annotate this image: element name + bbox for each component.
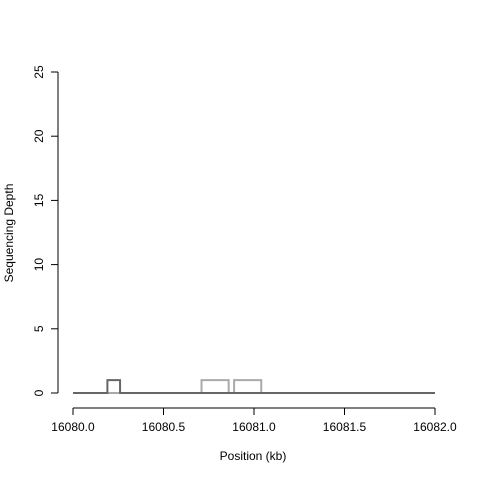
y-tick-label: 5 xyxy=(32,325,46,332)
x-tick-label: 16081.5 xyxy=(323,420,367,434)
x-axis-label: Position (kb) xyxy=(220,449,287,463)
y-tick-label: 10 xyxy=(32,258,46,272)
x-tick-label: 16080.0 xyxy=(51,420,95,434)
y-tick-label: 25 xyxy=(32,65,46,79)
depth-line xyxy=(73,379,435,394)
y-tick-label: 15 xyxy=(32,193,46,207)
y-tick-label: 20 xyxy=(32,129,46,143)
x-tick-label: 16081.0 xyxy=(232,420,276,434)
y-tick-label: 0 xyxy=(32,389,46,396)
y-axis-label: Sequencing Depth xyxy=(2,184,16,283)
depth-line xyxy=(73,379,435,394)
x-tick-label: 16080.5 xyxy=(142,420,186,434)
x-tick-label: 16082.0 xyxy=(413,420,457,434)
